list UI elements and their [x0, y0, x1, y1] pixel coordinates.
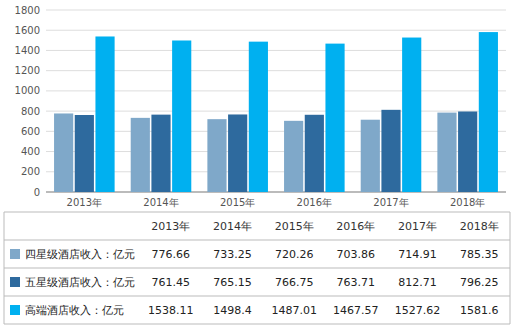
- legend-swatch: [10, 305, 20, 315]
- data-label: 720.26: [275, 248, 314, 261]
- table-header: 2013年: [151, 220, 190, 233]
- y-tick-label: 1200: [15, 65, 40, 76]
- data-label: 703.86: [337, 248, 376, 261]
- data-label: 796.25: [460, 276, 499, 289]
- bar: [131, 118, 150, 192]
- y-tick-label: 1000: [15, 85, 40, 96]
- data-label: 1581.6: [460, 304, 499, 317]
- grid-line: [46, 171, 506, 172]
- data-label: 714.91: [398, 248, 437, 261]
- grid: [46, 10, 506, 192]
- table-rule: [4, 268, 510, 269]
- table-rule: [4, 324, 510, 325]
- grid-line: [46, 111, 506, 112]
- data-label: 766.75: [275, 276, 314, 289]
- data-label: 1538.11: [148, 304, 194, 317]
- legend-label: 四星级酒店收入：亿元: [25, 248, 135, 260]
- grid-line: [46, 70, 506, 71]
- bar: [151, 115, 170, 192]
- legend-swatch: [10, 277, 20, 287]
- data-label: 733.25: [213, 248, 252, 261]
- legend-label: 高端酒店收入：亿元: [25, 304, 124, 316]
- bar: [305, 115, 324, 192]
- y-tick-label: 1600: [15, 25, 40, 36]
- grid-line: [46, 50, 506, 51]
- x-tick-label: 2016年: [297, 197, 332, 208]
- bar: [284, 121, 303, 192]
- bar: [172, 40, 191, 192]
- data-label: 776.66: [152, 248, 191, 261]
- y-tick-label: 200: [21, 166, 40, 177]
- grid-line: [46, 90, 506, 91]
- table-rule: [4, 212, 510, 213]
- bar: [479, 32, 498, 192]
- bar: [381, 110, 400, 192]
- x-tick-label: 2013年: [67, 197, 102, 208]
- data-label: 1527.62: [395, 304, 441, 317]
- legend-swatch: [10, 249, 20, 259]
- y-tick-label: 1400: [15, 45, 40, 56]
- bar: [361, 120, 380, 192]
- bar: [54, 113, 73, 192]
- data-label: 763.71: [337, 276, 376, 289]
- y-tick-label: 600: [21, 126, 40, 137]
- grid-line: [46, 30, 506, 31]
- x-tick-label: 2017年: [373, 197, 408, 208]
- data-label: 1487.01: [271, 304, 317, 317]
- y-tick-label: 1800: [15, 5, 40, 16]
- chart: 0200400600800100012001400160018002013年20…: [0, 0, 514, 330]
- grid-line: [46, 151, 506, 152]
- table-rule: [4, 296, 510, 297]
- table-rule: [4, 212, 5, 324]
- data-label: 765.15: [213, 276, 252, 289]
- bar: [437, 113, 456, 192]
- bar: [75, 115, 94, 192]
- bar: [249, 42, 268, 192]
- table-header: 2017年: [398, 220, 437, 233]
- table-header: 2014年: [213, 220, 252, 233]
- y-tick-label: 0: [34, 187, 40, 198]
- bar: [458, 111, 477, 192]
- grid-line: [46, 131, 506, 132]
- bars: [54, 32, 498, 192]
- data-label: 785.35: [460, 248, 499, 261]
- grid-line: [46, 192, 506, 193]
- bar: [207, 119, 226, 192]
- bar: [228, 114, 247, 192]
- legend-label: 五星级酒店收入：亿元: [25, 276, 135, 288]
- bar: [402, 38, 421, 192]
- data-label: 1498.4: [213, 304, 252, 317]
- bar: [325, 44, 344, 192]
- y-tick-label: 400: [21, 146, 40, 157]
- x-axis-line: [46, 192, 506, 193]
- data-table: 2013年 2014年 2015年 2016年 2017年 2018年四星级酒店收入：亿元…: [4, 212, 510, 324]
- y-tick-label: 800: [21, 106, 40, 117]
- data-label: 761.45: [152, 276, 191, 289]
- table-rule: [4, 240, 510, 241]
- bar: [95, 36, 114, 192]
- table-header: 2018年: [460, 220, 499, 233]
- x-tick-label: 2014年: [143, 197, 178, 208]
- data-label: 812.71: [398, 276, 437, 289]
- table-header: 2015年: [275, 220, 314, 233]
- table-rule: [510, 212, 511, 324]
- x-tick-label: 2018年: [450, 197, 485, 208]
- table-header: 2016年: [336, 220, 375, 233]
- x-tick-label: 2015年: [220, 197, 255, 208]
- grid-line: [46, 10, 506, 11]
- data-label: 1467.57: [333, 304, 379, 317]
